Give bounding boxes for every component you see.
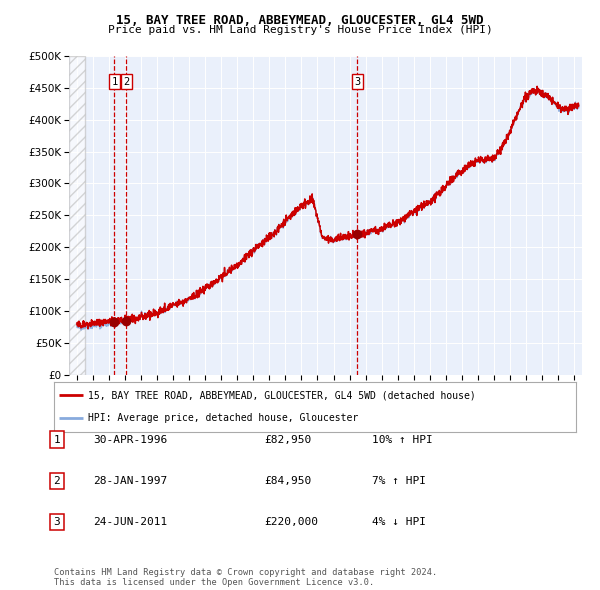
- Text: £82,950: £82,950: [264, 435, 311, 444]
- Text: HPI: Average price, detached house, Gloucester: HPI: Average price, detached house, Glou…: [88, 414, 358, 424]
- Text: 1: 1: [53, 435, 61, 444]
- Text: 28-JAN-1997: 28-JAN-1997: [93, 476, 167, 486]
- Text: 3: 3: [53, 517, 61, 527]
- Text: 15, BAY TREE ROAD, ABBEYMEAD, GLOUCESTER, GL4 5WD: 15, BAY TREE ROAD, ABBEYMEAD, GLOUCESTER…: [116, 14, 484, 27]
- Text: 1: 1: [111, 77, 118, 87]
- Text: 24-JUN-2011: 24-JUN-2011: [93, 517, 167, 527]
- Text: Price paid vs. HM Land Registry's House Price Index (HPI): Price paid vs. HM Land Registry's House …: [107, 25, 493, 35]
- Text: Contains HM Land Registry data © Crown copyright and database right 2024.
This d: Contains HM Land Registry data © Crown c…: [54, 568, 437, 587]
- Text: 10% ↑ HPI: 10% ↑ HPI: [372, 435, 433, 444]
- Text: 15, BAY TREE ROAD, ABBEYMEAD, GLOUCESTER, GL4 5WD (detached house): 15, BAY TREE ROAD, ABBEYMEAD, GLOUCESTER…: [88, 390, 476, 400]
- Text: 30-APR-1996: 30-APR-1996: [93, 435, 167, 444]
- Text: 7% ↑ HPI: 7% ↑ HPI: [372, 476, 426, 486]
- Text: £220,000: £220,000: [264, 517, 318, 527]
- Text: 2: 2: [53, 476, 61, 486]
- Text: 2: 2: [123, 77, 130, 87]
- Text: 4% ↓ HPI: 4% ↓ HPI: [372, 517, 426, 527]
- Bar: [69, 56, 85, 375]
- Text: £84,950: £84,950: [264, 476, 311, 486]
- Text: 3: 3: [354, 77, 361, 87]
